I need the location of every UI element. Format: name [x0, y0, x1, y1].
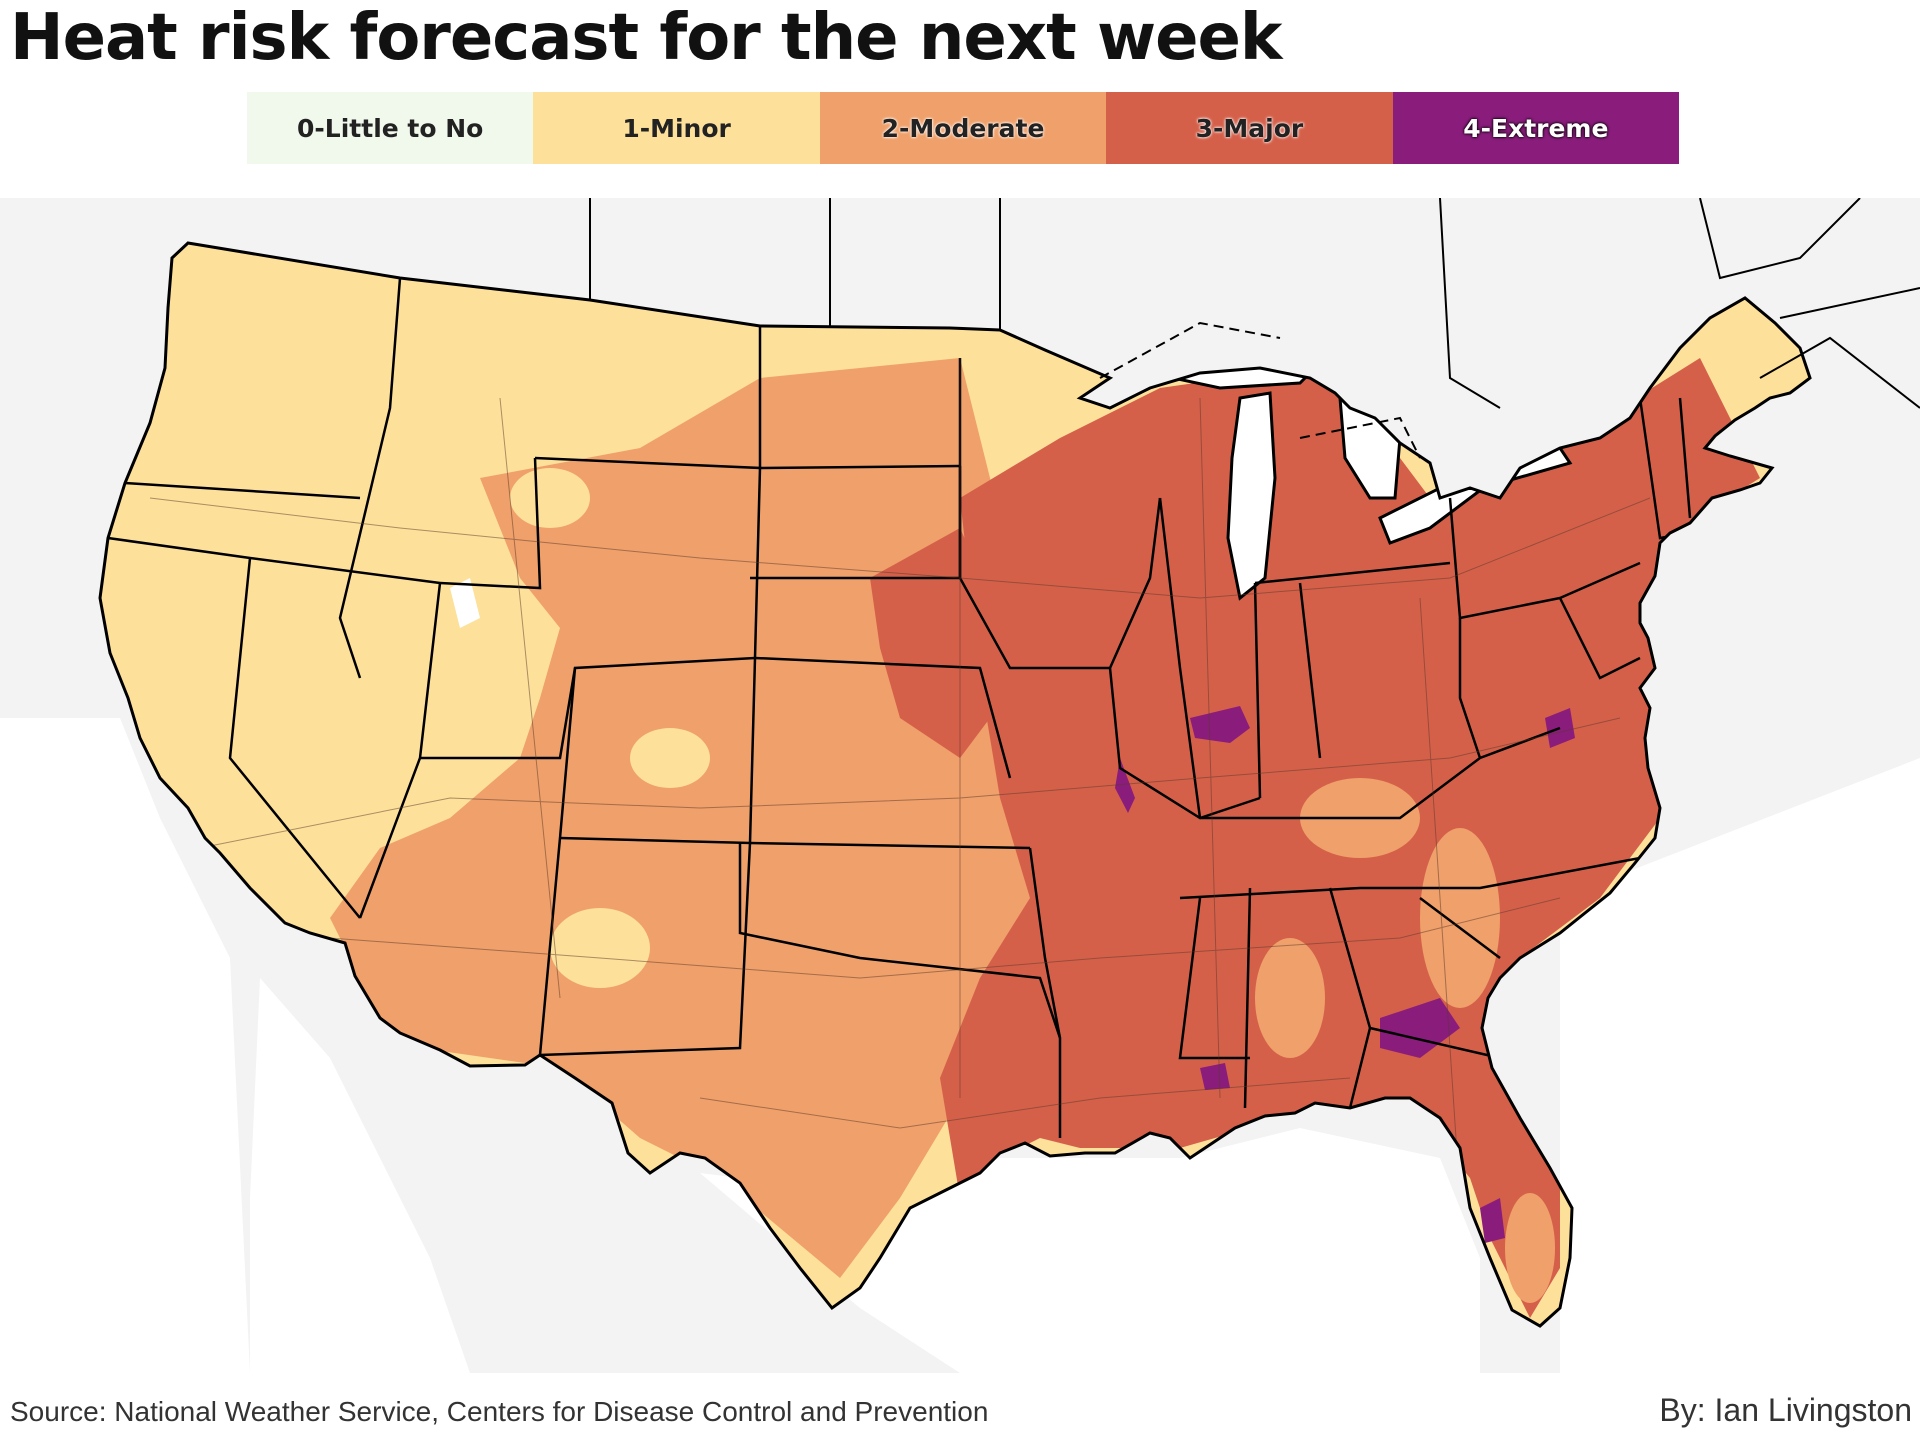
legend-item-moderate: 2-Moderate [819, 92, 1107, 164]
legend: 0-Little to No 1-Minor 2-Moderate 3-Majo… [247, 92, 1680, 164]
zone-minor-nm [550, 908, 650, 988]
legend-item-major: 3-Major [1106, 92, 1393, 164]
atlantic-ocean [1560, 758, 1920, 1373]
zone-moderate-appalachia [1420, 828, 1500, 1008]
zone-extreme-mississippi [1200, 1063, 1230, 1090]
international-borders [589, 198, 1920, 459]
zone-minor-wy [510, 468, 590, 528]
pacific-ocean [0, 718, 250, 1373]
highways [149, 358, 1651, 1199]
zone-extreme-tennessee [1190, 706, 1250, 743]
legend-item-minor: 1-Minor [533, 92, 820, 164]
zone-minor-co [630, 728, 710, 788]
page-title: Heat risk forecast for the next week [10, 1, 1282, 75]
zone-extreme-florida [1480, 1198, 1505, 1243]
great-salt-lake [450, 578, 480, 628]
byline: By: Ian Livingston [1659, 1392, 1912, 1428]
legend-label: 1-Minor [622, 113, 731, 143]
legend-label: 2-Moderate [881, 113, 1045, 143]
zone-moderate-alabama [1255, 938, 1325, 1058]
legend-label: 0-Little to No [297, 113, 484, 143]
legend-label: 3-Major [1195, 113, 1304, 143]
source-credit: Source: National Weather Service, Center… [10, 1396, 989, 1427]
zone-major-plains [870, 528, 1000, 758]
state-borders [107, 277, 1721, 1138]
legend-label: 4-Extreme [1463, 113, 1609, 143]
legend-item-little-to-no: 0-Little to No [247, 92, 534, 164]
gulf-of-california [250, 978, 470, 1373]
gulf-of-mexico [700, 1128, 1480, 1373]
zone-extreme-arkansas [1115, 758, 1135, 813]
heat-risk-map [0, 198, 1920, 1373]
lake-michigan [1226, 391, 1277, 601]
zone-moderate-florida [1505, 1193, 1555, 1303]
legend-item-extreme: 4-Extreme [1392, 92, 1680, 164]
